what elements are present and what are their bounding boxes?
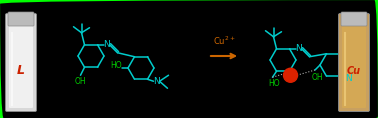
Text: N: N	[295, 44, 302, 53]
Text: N: N	[153, 77, 160, 86]
FancyBboxPatch shape	[9, 26, 33, 108]
FancyBboxPatch shape	[6, 13, 37, 112]
Text: HO: HO	[110, 61, 122, 70]
Circle shape	[284, 68, 297, 82]
Text: N: N	[345, 74, 352, 83]
Text: OH: OH	[311, 72, 323, 82]
FancyBboxPatch shape	[341, 12, 367, 26]
FancyBboxPatch shape	[339, 13, 370, 112]
Text: Cu: Cu	[347, 65, 361, 76]
Text: L: L	[17, 64, 25, 77]
Text: Cu$^{2+}$: Cu$^{2+}$	[213, 35, 235, 47]
FancyBboxPatch shape	[342, 26, 366, 108]
FancyBboxPatch shape	[8, 12, 34, 26]
Text: N: N	[103, 40, 110, 49]
Text: HO: HO	[269, 79, 280, 88]
Text: OH: OH	[75, 77, 86, 86]
